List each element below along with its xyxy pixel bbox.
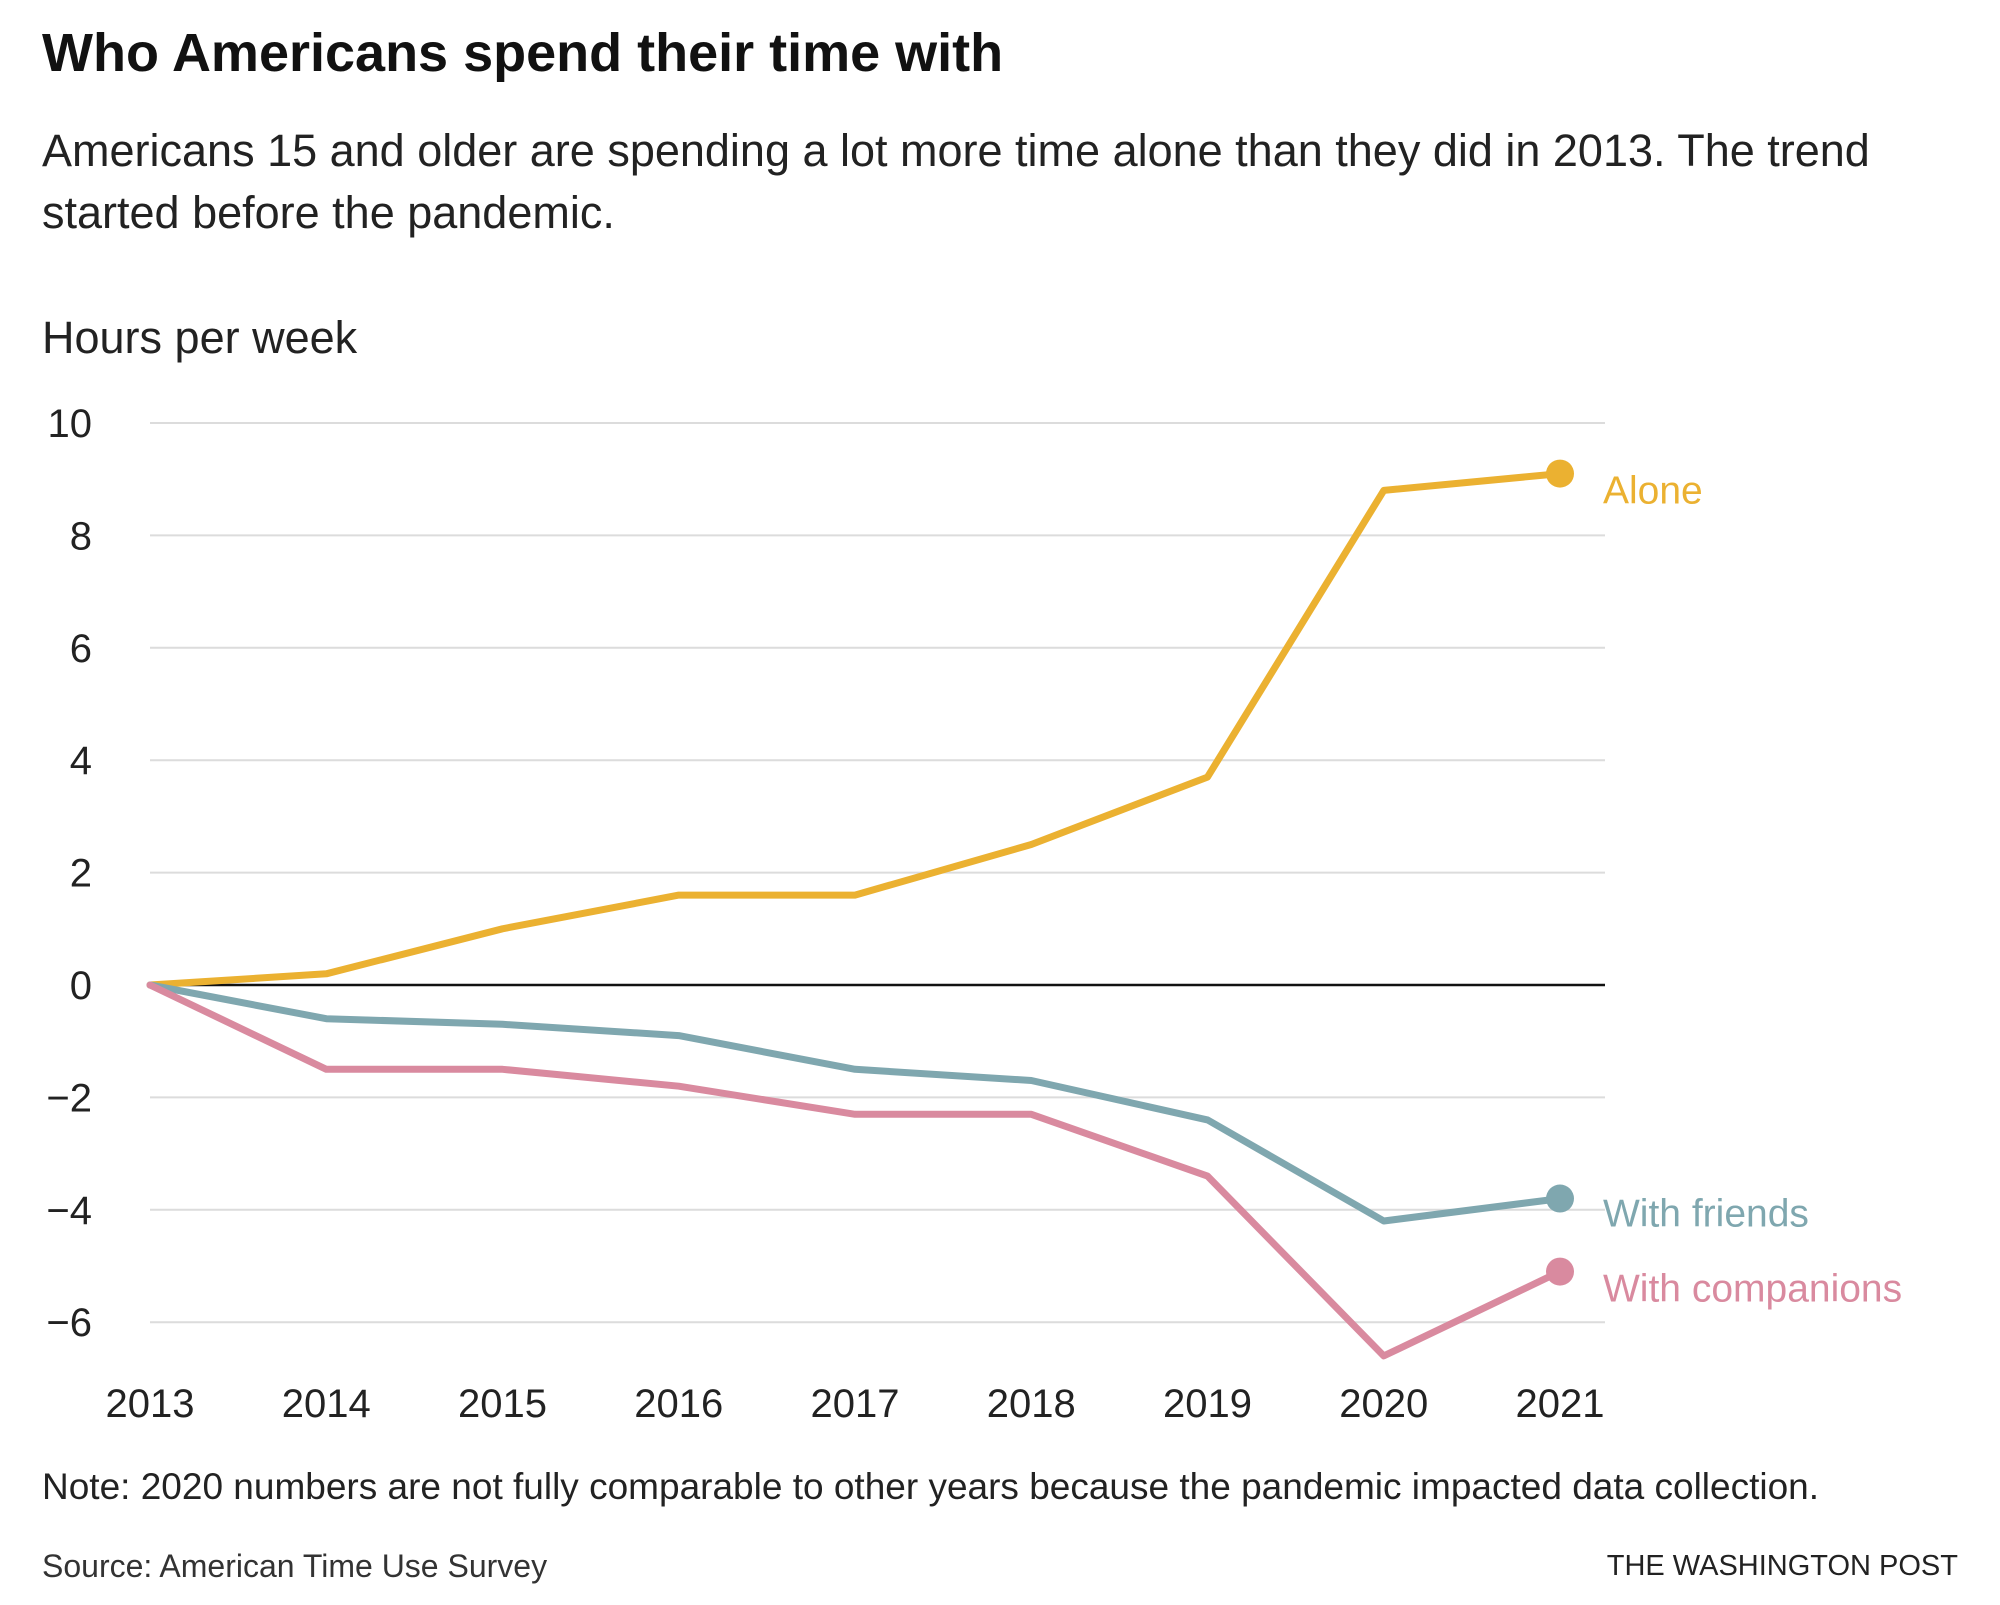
x-tick-label: 2016 bbox=[634, 1382, 723, 1426]
chart-subtitle: Americans 15 and older are spending a lo… bbox=[42, 125, 1870, 238]
x-tick-labels: 2013 2014 2015 2016 2017 2018 2019 2020 2021 bbox=[106, 1382, 1605, 1426]
x-tick-label: 2020 bbox=[1339, 1382, 1428, 1426]
chart-note: Note: 2020 numbers are not fully compara… bbox=[42, 1466, 1820, 1507]
endpoint-with-companions bbox=[1546, 1257, 1574, 1286]
y-axis-label: Hours per week bbox=[42, 312, 358, 363]
y-tick-labels: 10 8 6 4 2 0 −2 −4 −6 bbox=[46, 402, 92, 1345]
series-label-alone: Alone bbox=[1603, 470, 1703, 513]
x-tick-label: 2019 bbox=[1163, 1382, 1252, 1426]
x-tick-label: 2017 bbox=[811, 1382, 900, 1426]
x-tick-label: 2018 bbox=[987, 1382, 1076, 1426]
y-tick-label: −4 bbox=[46, 1189, 92, 1233]
y-tick-label: −6 bbox=[46, 1301, 92, 1345]
y-tick-label: 8 bbox=[70, 514, 92, 558]
series-lines bbox=[146, 470, 1564, 1360]
gridlines bbox=[150, 422, 1605, 1324]
publisher-credit: THE WASHINGTON POST bbox=[1606, 1550, 1958, 1582]
x-tick-label: 2015 bbox=[458, 1382, 547, 1426]
y-tick-label: 0 bbox=[70, 964, 92, 1008]
series-line-alone bbox=[146, 470, 1564, 989]
series-endpoints bbox=[1546, 459, 1574, 1286]
y-tick-label: 2 bbox=[70, 852, 92, 896]
y-tick-label: 4 bbox=[70, 739, 92, 783]
endpoint-with-friends bbox=[1546, 1184, 1574, 1213]
y-tick-label: −2 bbox=[46, 1076, 92, 1120]
chart-source: Source: American Time Use Survey bbox=[42, 1548, 548, 1584]
series-line-with-friends bbox=[146, 981, 1564, 1225]
series-line-with-companions bbox=[146, 981, 1564, 1360]
y-tick-label: 6 bbox=[70, 627, 92, 671]
y-tick-label: 10 bbox=[48, 402, 93, 446]
series-label-with-companions: With companions bbox=[1603, 1268, 1902, 1311]
series-label-with-friends: With friends bbox=[1603, 1193, 1809, 1236]
x-tick-label: 2021 bbox=[1516, 1382, 1605, 1426]
series-labels: Alone With friends With companions bbox=[1603, 470, 1902, 1311]
x-tick-label: 2014 bbox=[282, 1382, 371, 1426]
x-tick-label: 2013 bbox=[106, 1382, 195, 1426]
endpoint-alone bbox=[1546, 459, 1574, 488]
chart-title: Who Americans spend their time with bbox=[42, 23, 1004, 83]
